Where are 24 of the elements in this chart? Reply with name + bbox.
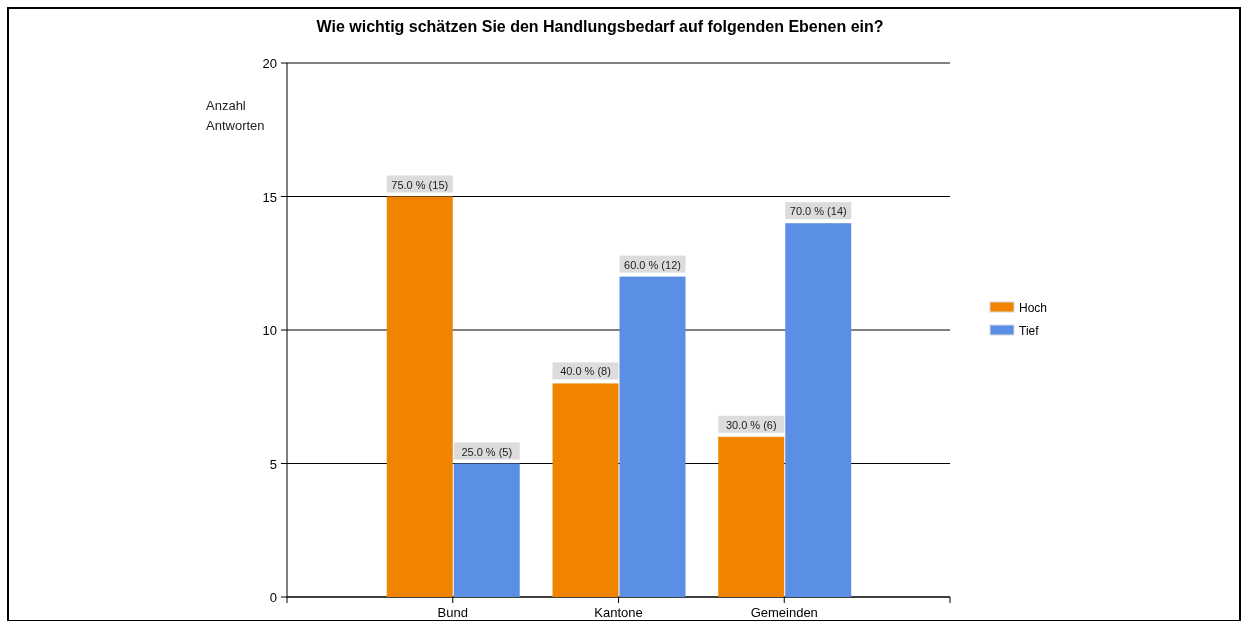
bar (453, 463, 520, 597)
data-label: 60.0 % (12) (624, 258, 681, 271)
bar (552, 383, 619, 597)
legend-label: Hoch (1019, 301, 1048, 315)
y-tick-label: 0 (269, 590, 277, 605)
x-tick-label: Gemeinden (750, 605, 818, 620)
data-label: 75.0 % (15) (391, 178, 449, 191)
bar (619, 276, 686, 597)
y-tick-label: 20 (262, 56, 277, 71)
data-label: 25.0 % (5) (461, 445, 513, 458)
legend-label: Tief (1019, 324, 1040, 338)
y-tick-label: 15 (262, 189, 277, 205)
x-tick-label: Kantone (594, 605, 643, 620)
x-tick-label: Bund (437, 605, 468, 620)
bar (785, 223, 852, 597)
data-label: 40.0 % (8) (560, 365, 611, 378)
chart-title: Wie wichtig schätzen Sie den Handlungsbedarf auf folgenden Ebenen ein? (316, 18, 884, 35)
bar (386, 196, 453, 597)
data-label: 70.0 % (14) (789, 205, 847, 218)
y-axis-title: Anzahl Antworten (206, 98, 265, 133)
bar (718, 436, 785, 597)
y-tick-label: 10 (262, 323, 277, 338)
data-label: 30.0 % (6) (725, 418, 777, 431)
y-tick-label: 5 (269, 456, 277, 472)
